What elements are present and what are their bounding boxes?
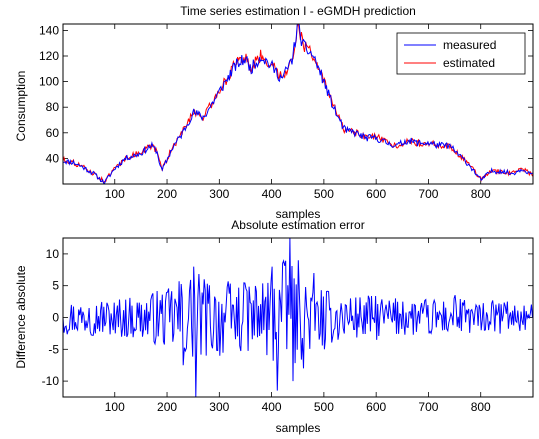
top-y-tick-label: 120 <box>39 49 59 63</box>
top-x-tick-label: 200 <box>157 187 177 201</box>
top-y-tick-label: 40 <box>46 151 60 165</box>
top-series-group <box>63 24 533 184</box>
top-x-tick-label: 500 <box>314 187 334 201</box>
series-error-line <box>63 238 533 397</box>
bottom-chart-ylabel: Difference absolute <box>14 265 28 369</box>
legend-measured-label: measured <box>443 38 496 52</box>
legend-estimated-label: estimated <box>443 56 495 70</box>
top-x-tick-label: 400 <box>262 187 282 201</box>
bottom-y-tick-label: -5 <box>48 342 59 356</box>
bottom-x-tick-label: 400 <box>262 400 282 414</box>
top-x-tick-label: 800 <box>471 187 491 201</box>
bottom-x-tick-label: 200 <box>157 400 177 414</box>
bottom-y-tick-label: 0 <box>52 311 59 325</box>
bottom-x-tick-label: 600 <box>366 400 386 414</box>
bottom-plot-area: 100 200 300 400 500 600 700 800 -10 -5 0 5 10 <box>42 237 534 414</box>
bottom-x-tick-label: 500 <box>314 400 334 414</box>
bottom-x-tick-label: 100 <box>105 400 125 414</box>
bottom-y-tick-label: 10 <box>46 247 60 261</box>
bottom-x-tick-label: 800 <box>471 400 491 414</box>
bottom-x-tick-label: 300 <box>209 400 229 414</box>
bottom-chart-title: Absolute estimation error <box>231 218 364 232</box>
bottom-x-tick-label: 700 <box>418 400 438 414</box>
top-chart-legend: measured estimated <box>396 32 526 75</box>
bottom-axes-frame <box>62 237 534 398</box>
top-chart-title: Time series estimation I - eGMDH predict… <box>180 4 416 18</box>
top-x-tick-label: 300 <box>209 187 229 201</box>
top-axes-frame <box>62 23 534 185</box>
top-y-tick-label: 100 <box>39 75 59 89</box>
top-y-tick-label: 140 <box>39 23 59 37</box>
top-y-tick-label: 60 <box>46 126 60 140</box>
bottom-y-tick-label: -10 <box>42 374 60 388</box>
legend-box <box>396 32 526 75</box>
bottom-series-group <box>63 238 533 397</box>
bottom-chart-xlabel: samples <box>276 421 321 435</box>
top-chart-xlabel: samples <box>276 207 321 221</box>
top-chart-ylabel: Consumption <box>14 71 28 142</box>
top-x-tick-label: 700 <box>418 187 438 201</box>
top-y-tick-label: 80 <box>46 100 60 114</box>
top-x-tick-label: 600 <box>366 187 386 201</box>
series-measured-line <box>63 24 533 184</box>
bottom-y-tick-label: 5 <box>52 279 59 293</box>
series-estimated-line <box>63 24 533 183</box>
top-x-tick-label: 100 <box>105 187 125 201</box>
